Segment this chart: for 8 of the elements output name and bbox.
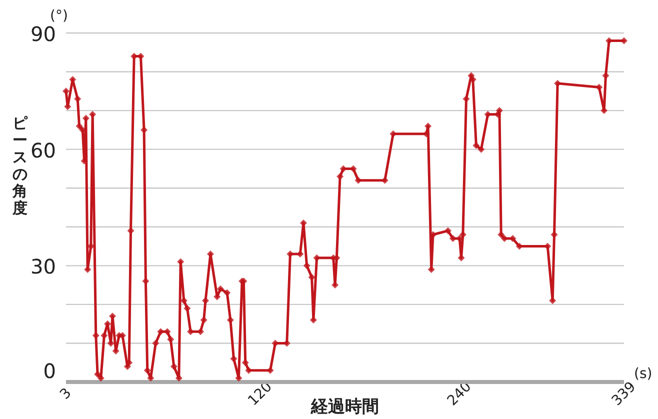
y-tick-label: 30 [30, 254, 56, 279]
x-tick-label: 3 [57, 385, 75, 403]
y-tick-label: 60 [30, 138, 56, 162]
x-axis-title: 経過時間 [310, 397, 379, 417]
y-axis-title: ピースの角度 [12, 114, 28, 217]
y-tick-label: 0 [43, 359, 56, 383]
y-tick-label: 90 [30, 22, 56, 46]
text: (°) [50, 8, 68, 24]
